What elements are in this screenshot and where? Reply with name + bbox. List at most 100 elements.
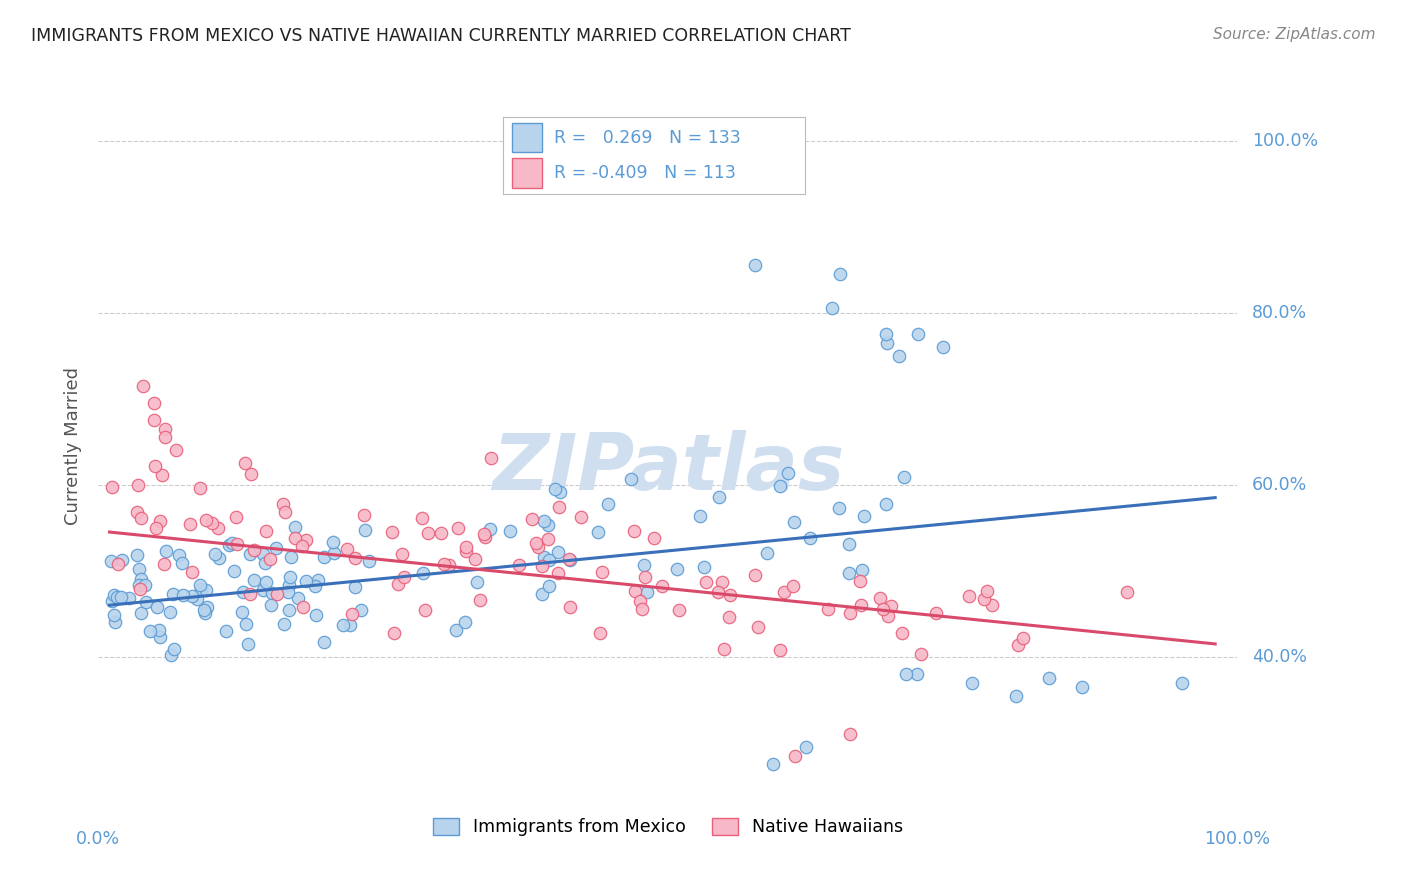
Point — [875, 327, 897, 342]
Point — [179, 516, 201, 531]
Point — [799, 531, 821, 545]
Point — [190, 582, 212, 597]
Point — [340, 607, 363, 621]
Point — [204, 547, 226, 561]
Text: Source: ZipAtlas.com: Source: ZipAtlas.com — [1212, 27, 1375, 42]
Point — [973, 591, 995, 606]
Point — [1005, 689, 1028, 703]
Point — [104, 615, 127, 629]
Point — [145, 599, 167, 614]
Point — [665, 562, 688, 576]
Point — [170, 556, 193, 570]
Point — [783, 748, 806, 763]
Point — [838, 606, 860, 620]
Point — [894, 667, 917, 681]
Point — [876, 335, 898, 350]
Point — [101, 480, 124, 494]
Point — [464, 551, 486, 566]
Point — [153, 430, 176, 444]
Point — [456, 544, 478, 558]
Point — [101, 593, 124, 607]
Point — [215, 624, 238, 638]
Text: 100.0%: 100.0% — [1253, 131, 1319, 150]
Point — [252, 547, 274, 561]
Point — [159, 605, 181, 619]
Point — [537, 517, 560, 532]
Point — [167, 548, 190, 562]
Point — [533, 549, 555, 564]
Point — [322, 535, 344, 549]
Point — [195, 600, 218, 615]
Point — [284, 520, 307, 534]
Point — [266, 587, 288, 601]
Point — [218, 538, 240, 552]
Point — [828, 501, 851, 516]
Point — [875, 497, 897, 511]
Point — [162, 587, 184, 601]
Point — [711, 575, 734, 590]
Point — [744, 568, 766, 582]
Point — [454, 615, 477, 630]
Point — [706, 585, 728, 599]
Point — [274, 505, 297, 519]
Point — [264, 541, 287, 555]
Point — [851, 598, 873, 612]
Point — [128, 582, 150, 597]
Point — [624, 583, 647, 598]
Point — [470, 593, 492, 607]
Point — [131, 378, 153, 392]
Point — [118, 591, 141, 605]
Text: 40.0%: 40.0% — [1253, 648, 1308, 665]
Point — [548, 500, 571, 514]
Point — [429, 525, 451, 540]
Point — [550, 484, 572, 499]
Point — [291, 539, 314, 553]
Point — [530, 587, 553, 601]
Point — [111, 552, 134, 566]
Point — [623, 524, 645, 538]
Point — [254, 524, 277, 538]
Text: IMMIGRANTS FROM MEXICO VS NATIVE HAWAIIAN CURRENTLY MARRIED CORRELATION CHART: IMMIGRANTS FROM MEXICO VS NATIVE HAWAIIA… — [31, 27, 851, 45]
Point — [907, 327, 929, 342]
Point — [391, 547, 413, 561]
Point — [588, 525, 610, 540]
Point — [769, 643, 792, 657]
Legend: Immigrants from Mexico, Native Hawaiians: Immigrants from Mexico, Native Hawaiians — [426, 811, 910, 843]
Point — [127, 505, 149, 519]
Point — [135, 594, 157, 608]
Point — [668, 603, 690, 617]
Point — [1038, 671, 1060, 685]
Point — [689, 508, 711, 523]
Point — [634, 570, 657, 584]
Point — [651, 579, 673, 593]
Point — [243, 573, 266, 587]
Point — [636, 584, 658, 599]
Point — [976, 583, 998, 598]
Point — [872, 602, 894, 616]
Point — [188, 578, 211, 592]
Point — [295, 574, 318, 589]
Point — [262, 586, 284, 600]
Point — [560, 553, 582, 567]
Point — [277, 585, 299, 599]
Point — [149, 630, 172, 644]
Point — [718, 588, 741, 602]
Point — [142, 396, 165, 410]
Point — [128, 578, 150, 592]
Point — [762, 757, 785, 772]
Text: 0.0%: 0.0% — [76, 830, 121, 848]
Point — [394, 570, 416, 584]
Point — [772, 584, 794, 599]
Point — [880, 599, 903, 613]
Point — [631, 602, 654, 616]
Point — [153, 557, 176, 571]
Point — [235, 456, 257, 470]
Point — [520, 512, 543, 526]
Point — [876, 609, 898, 624]
Point — [357, 554, 380, 568]
Point — [139, 624, 162, 638]
Point — [960, 675, 983, 690]
Point — [336, 541, 359, 556]
Point — [307, 573, 329, 587]
Point — [260, 598, 283, 612]
